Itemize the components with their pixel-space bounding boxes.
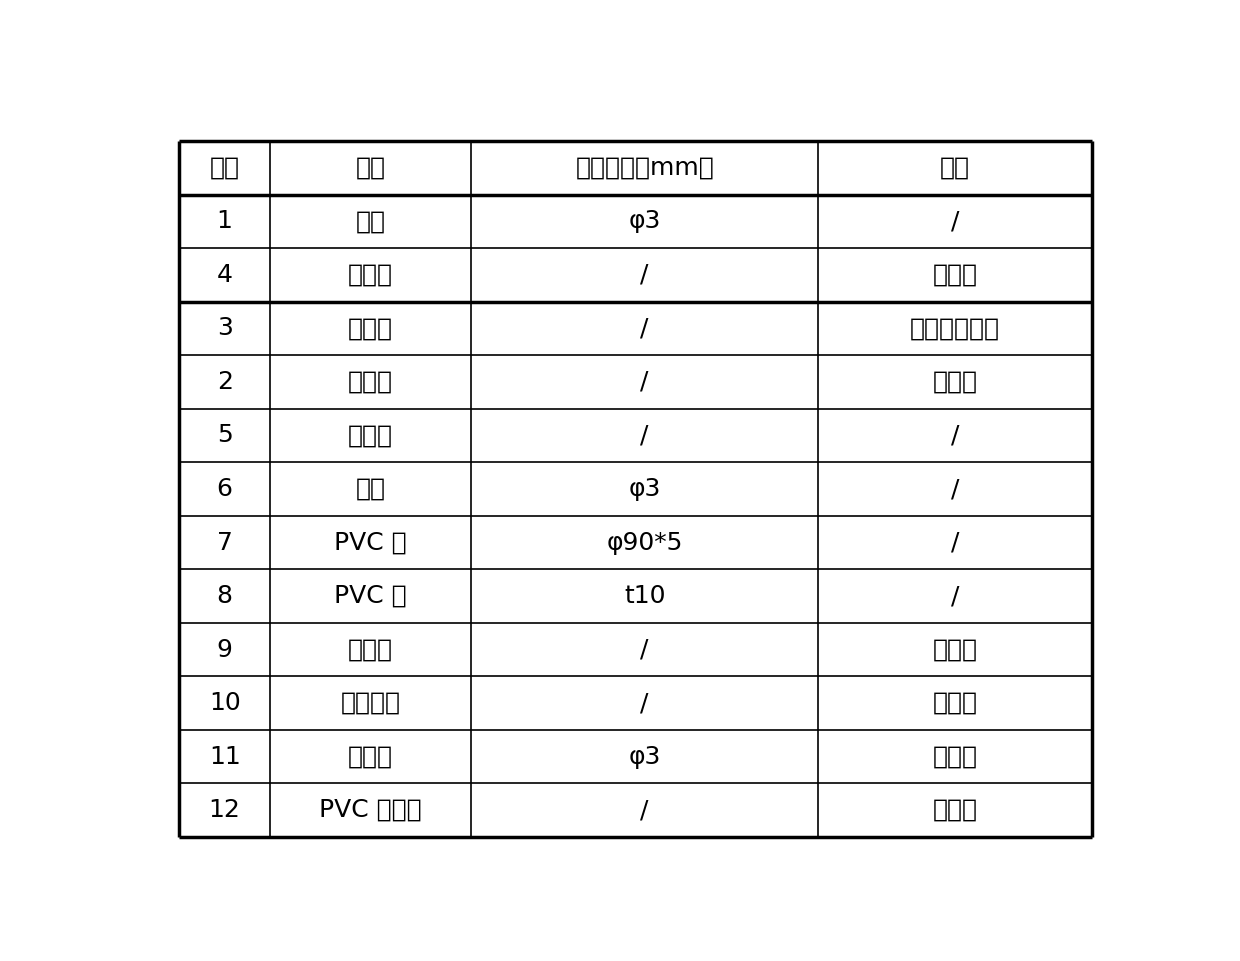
Text: 可用食盐替代: 可用食盐替代	[910, 316, 999, 340]
Text: /: /	[640, 263, 649, 287]
Text: 12: 12	[208, 798, 241, 822]
Text: 尼龙绳: 尼龙绳	[348, 745, 393, 769]
Text: 1: 1	[217, 209, 233, 234]
Text: 3: 3	[217, 316, 233, 340]
Text: 氯化钠: 氯化钠	[348, 316, 393, 340]
Text: 序号: 序号	[210, 156, 239, 180]
Text: 6: 6	[217, 477, 233, 501]
Text: 4: 4	[217, 263, 233, 287]
Text: φ3: φ3	[629, 477, 661, 501]
Text: 日用型: 日用型	[932, 798, 977, 822]
Text: /: /	[951, 477, 960, 501]
Text: 2: 2	[217, 370, 233, 394]
Text: 项目: 项目	[356, 156, 386, 180]
Text: PVC 板: PVC 板	[335, 584, 407, 608]
Text: /: /	[951, 530, 960, 554]
Text: 纯净水: 纯净水	[348, 424, 393, 448]
Text: /: /	[951, 209, 960, 234]
Text: 备注: 备注	[940, 156, 970, 180]
Text: 铅丝: 铅丝	[356, 209, 386, 234]
Text: φ3: φ3	[629, 745, 661, 769]
Text: 氯化铅: 氯化铅	[348, 263, 393, 287]
Text: t10: t10	[624, 584, 666, 608]
Text: /: /	[640, 316, 649, 340]
Text: 铜丝: 铜丝	[356, 477, 386, 501]
Text: 10: 10	[208, 691, 241, 715]
Text: 防水胶带: 防水胶带	[341, 691, 401, 715]
Text: /: /	[640, 691, 649, 715]
Text: /: /	[640, 798, 649, 822]
Text: 日用型: 日用型	[932, 691, 977, 715]
Text: /: /	[640, 424, 649, 448]
Text: 5: 5	[217, 424, 233, 448]
Text: 7: 7	[217, 530, 233, 554]
Text: 8: 8	[217, 584, 233, 608]
Text: 规格型号（mm）: 规格型号（mm）	[575, 156, 714, 180]
Text: 化学纯: 化学纯	[932, 370, 977, 394]
Text: 11: 11	[208, 745, 241, 769]
Text: 护套夹: 护套夹	[348, 637, 393, 661]
Text: 日用型: 日用型	[932, 745, 977, 769]
Text: φ90*5: φ90*5	[606, 530, 683, 554]
Text: PVC 粘合剂: PVC 粘合剂	[320, 798, 422, 822]
Text: 化学纯: 化学纯	[932, 263, 977, 287]
Text: /: /	[640, 637, 649, 661]
Text: 9: 9	[217, 637, 233, 661]
Text: 日用型: 日用型	[932, 637, 977, 661]
Text: /: /	[640, 370, 649, 394]
Text: PVC 管: PVC 管	[335, 530, 407, 554]
Text: φ3: φ3	[629, 209, 661, 234]
Text: /: /	[951, 584, 960, 608]
Text: 高岭土: 高岭土	[348, 370, 393, 394]
Text: /: /	[951, 424, 960, 448]
